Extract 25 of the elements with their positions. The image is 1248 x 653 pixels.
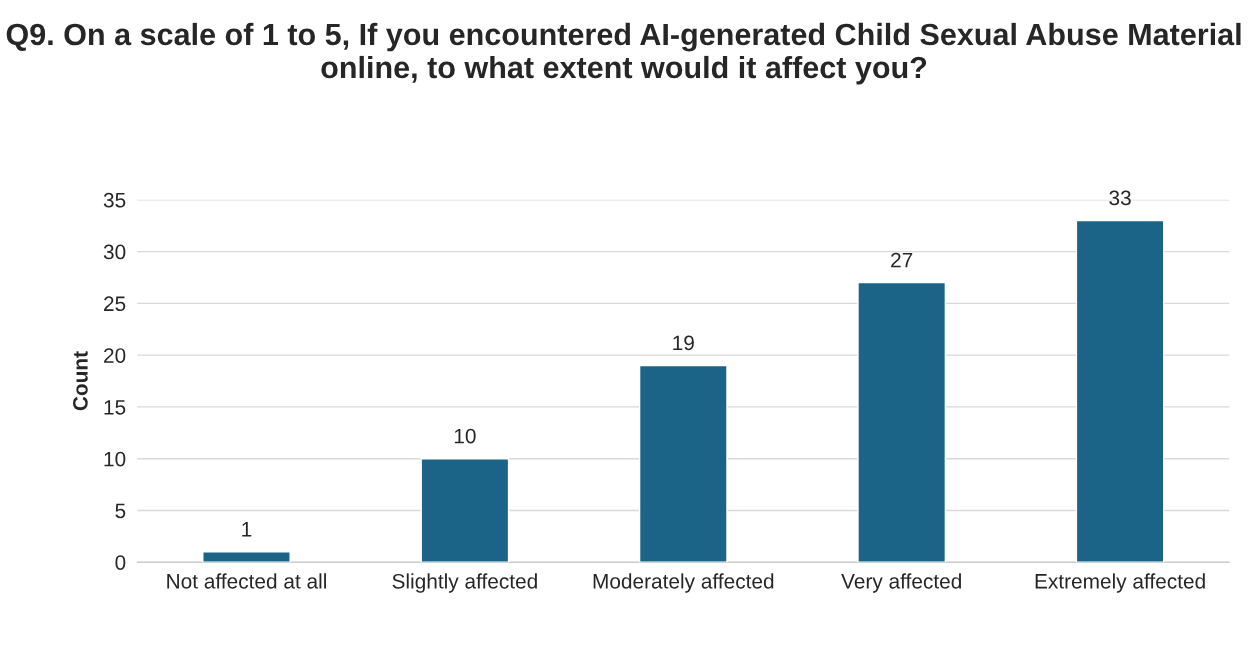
y-axis-title: Count bbox=[73, 351, 88, 411]
bar bbox=[420, 457, 510, 563]
y-tick-label: 35 bbox=[103, 192, 126, 208]
bar bbox=[857, 281, 947, 563]
x-tick-label: Extremely affected bbox=[1035, 573, 1205, 593]
x-tick-label: Very affected bbox=[841, 573, 961, 593]
data-label: 33 bbox=[1109, 190, 1131, 206]
y-tick-label: 0 bbox=[115, 555, 126, 570]
y-tick-label: 5 bbox=[115, 503, 126, 519]
x-tick-label: Slightly affected bbox=[392, 573, 537, 593]
bar bbox=[1075, 219, 1165, 563]
data-label: 1 bbox=[242, 522, 252, 537]
data-label: 19 bbox=[673, 335, 694, 351]
bar bbox=[638, 364, 728, 563]
chart-title: Q9. On a scale of 1 to 5, If you encountered AI-generated Child Sexual Abuse Material online, to what extent would it affect you? bbox=[6, 22, 1241, 85]
y-tick-label: 15 bbox=[104, 400, 126, 415]
bar bbox=[202, 551, 291, 563]
y-tick-label: 10 bbox=[104, 451, 126, 467]
y-tick-label: 30 bbox=[103, 244, 126, 260]
y-tick-label: 25 bbox=[104, 296, 126, 312]
data-label: 10 bbox=[454, 428, 476, 444]
x-tick-label: Moderately affected bbox=[593, 573, 774, 593]
y-tick-label: 20 bbox=[104, 348, 126, 363]
data-label: 27 bbox=[891, 252, 913, 268]
x-tick-label: Not affected at all bbox=[167, 573, 326, 589]
